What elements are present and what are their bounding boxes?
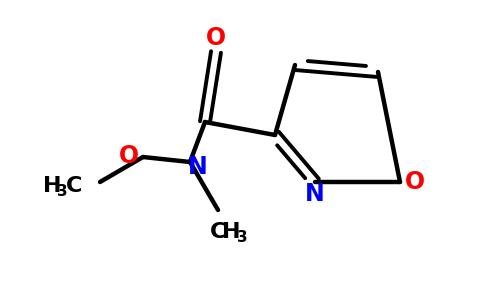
Text: O: O <box>405 170 425 194</box>
Text: C: C <box>210 222 226 242</box>
Text: O: O <box>119 144 139 168</box>
Text: C: C <box>66 176 82 196</box>
Text: N: N <box>305 182 325 206</box>
Text: H: H <box>222 222 240 242</box>
Text: 3: 3 <box>237 230 247 245</box>
Text: O: O <box>206 26 226 50</box>
Text: H: H <box>43 176 61 196</box>
Text: 3: 3 <box>57 184 67 199</box>
Text: N: N <box>188 155 208 179</box>
